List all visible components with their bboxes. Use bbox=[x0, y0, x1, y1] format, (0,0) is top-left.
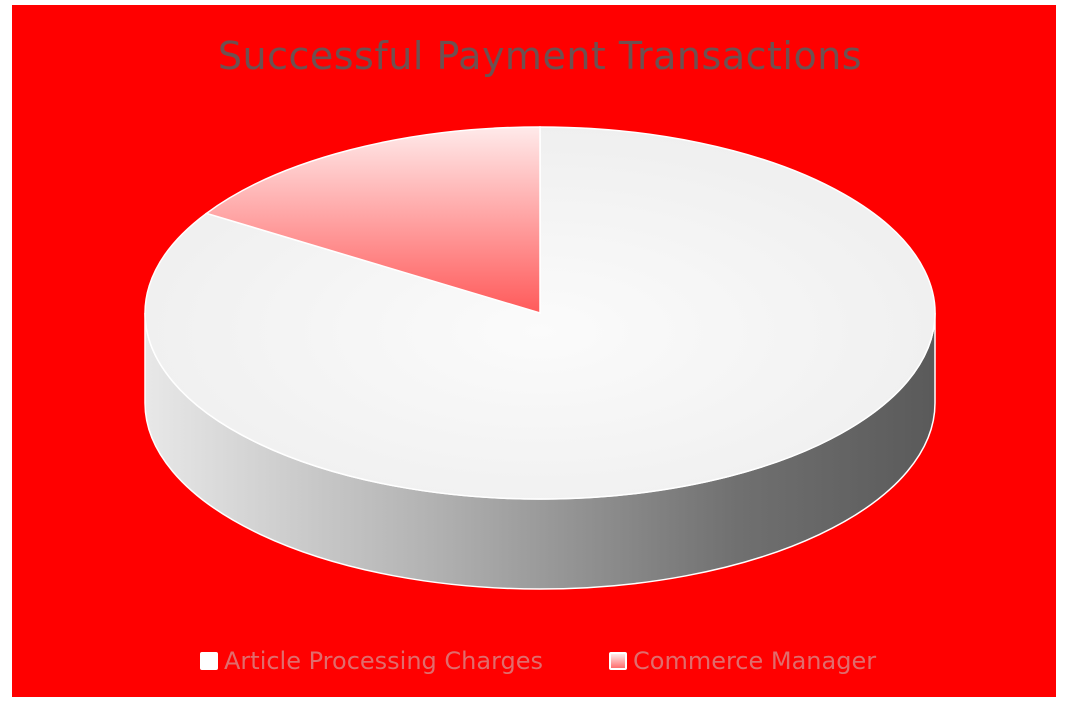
legend-label-commerce-manager: Commerce Manager bbox=[633, 647, 877, 675]
pie-slices bbox=[144, 126, 936, 590]
legend-swatch-article-processing-charges bbox=[200, 652, 218, 670]
legend-item-article-processing-charges: Article Processing Charges bbox=[200, 647, 544, 675]
slice-commerce-manager bbox=[204, 126, 541, 315]
legend-label-article-processing-charges: Article Processing Charges bbox=[224, 647, 544, 675]
legend-swatch-commerce-manager bbox=[609, 652, 627, 670]
legend-item-commerce-manager: Commerce Manager bbox=[609, 647, 877, 675]
chart-title: Successful Payment Transactions bbox=[217, 34, 863, 78]
